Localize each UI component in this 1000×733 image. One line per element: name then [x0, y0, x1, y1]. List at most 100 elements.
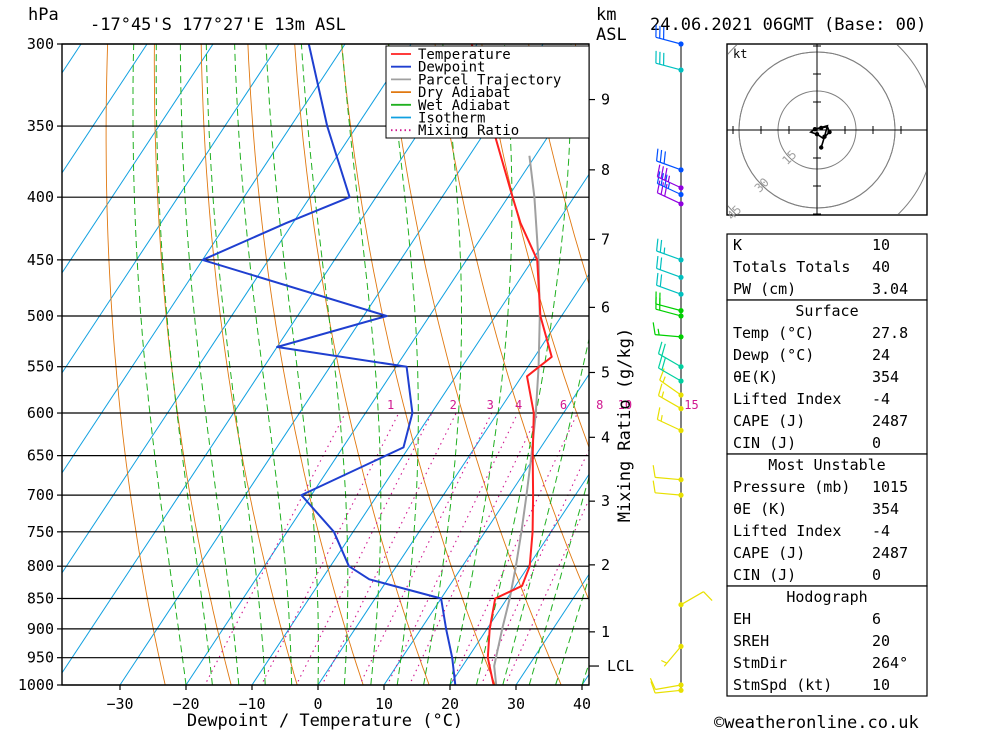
wind-barb-flag: [657, 341, 663, 354]
isotherm-line: [317, 273, 589, 685]
isotherm-line: [515, 573, 589, 685]
hodograph-point: [822, 134, 827, 139]
mixing-ratio-line: [480, 448, 589, 685]
wind-barb-flag: [664, 183, 668, 197]
wind-level-dot: [678, 682, 684, 688]
wind-level-dot: [678, 477, 684, 483]
wind-level-dot: [678, 602, 684, 608]
hodograph-box: [726, 585, 928, 697]
legend-label: Isotherm: [418, 111, 485, 127]
wind-level-dot: [678, 406, 684, 412]
stat-value: 27.8: [872, 324, 908, 342]
wind-barb-half-flag: [667, 175, 671, 182]
wind-barb: [656, 164, 684, 191]
wind-level-dot: [678, 334, 684, 340]
wind-barb-half-flag: [661, 391, 665, 398]
pressure-unit-label: hPa: [28, 5, 59, 25]
most-unstable-box: [726, 453, 928, 587]
hodograph-point: [819, 125, 824, 131]
mixing-ratio-label: 6: [560, 398, 567, 412]
pressure-tick-label: 450: [27, 251, 54, 269]
stat-value: -4: [872, 522, 890, 540]
temperature-tick-label: −10: [238, 695, 265, 713]
wet-adiabat-line: [528, 475, 589, 685]
dry-adiabat-line: [980, 7, 1000, 711]
wind-barb-flag: [659, 239, 663, 253]
wind-barb-flag: [660, 166, 664, 179]
stability-indices-table: K 10 Totals Totals 40 PW (cm) 3.04 Surface Temp…: [726, 233, 928, 697]
wet-adiabat-line: [341, 44, 382, 685]
legend-label: Wet Adiabat: [418, 98, 511, 114]
height-km-label: 1: [601, 623, 610, 641]
dry-adiabat-line: [528, 44, 589, 286]
temperature-tick-label: 20: [441, 695, 459, 713]
mixing-ratio-label: 1: [387, 398, 394, 412]
wind-barb: [649, 677, 684, 691]
mixing-ratio-label: 2: [450, 398, 457, 412]
stat-value: 10: [872, 236, 890, 254]
wind-level-dot: [678, 378, 684, 384]
isotherm-line: [251, 173, 589, 685]
wind-barb-staff: [658, 395, 682, 410]
wind-barb-flag: [652, 465, 656, 478]
height-km-label: 8: [601, 161, 610, 179]
wind-barb-half-flag: [667, 182, 671, 189]
isotherm-line: [62, 44, 478, 674]
stat-label: CAPE (J): [733, 412, 805, 430]
wind-barb: [656, 256, 684, 280]
asl-unit-label: ASL: [596, 25, 627, 45]
wind-barb: [656, 238, 684, 263]
wind-level-dot: [678, 687, 684, 693]
wind-barb-staff: [655, 334, 682, 338]
wet-adiabat-line: [502, 336, 589, 685]
wind-barb-flag: [703, 591, 713, 602]
stat-value: 0: [872, 434, 881, 452]
temperature-tick-label: −20: [172, 695, 199, 713]
wind-barb-staff: [657, 182, 682, 196]
wind-barb: [656, 407, 684, 434]
wind-barb-flag: [661, 343, 666, 356]
lcl-label: LCL: [607, 657, 634, 675]
wind-barb-flag: [652, 480, 656, 493]
most-unstable-title: Most Unstable: [768, 456, 885, 474]
wind-barb-flag: [649, 677, 656, 690]
pressure-tick-label: 300: [27, 35, 54, 53]
legend-label: Temperature: [418, 47, 511, 63]
wind-barb-staff: [658, 353, 682, 368]
pressure-tick-label: 650: [27, 447, 54, 465]
copyright-label: ©weatheronline.co.uk: [714, 713, 919, 733]
wind-barb-flag: [656, 164, 661, 177]
wind-barb-staff: [657, 418, 682, 432]
stat-value: 3.04: [872, 280, 908, 298]
mixing-ratio-labels: 12346810152025: [387, 398, 786, 412]
mixing-ratio-label: 8: [596, 398, 603, 412]
dry-adiabat-line: [247, 44, 364, 685]
mixing-ratio-line: [321, 412, 457, 685]
wind-level-dot: [678, 313, 684, 319]
wind-barb-staff: [663, 645, 682, 667]
pressure-tick-label: 600: [27, 404, 54, 422]
stat-value: 0: [872, 566, 881, 584]
stat-label: Totals Totals: [733, 258, 850, 276]
wet-adiabat-line: [179, 44, 240, 685]
hodograph-trace: [809, 124, 831, 148]
dry-adiabat-line: [341, 44, 496, 685]
wind-barb-flag: [657, 355, 663, 369]
legend-label: Dry Adiabat: [418, 85, 511, 101]
wind-barb-flag: [656, 256, 659, 269]
wind-barb-flag: [652, 322, 656, 335]
wind-barb-flag: [656, 238, 659, 252]
wind-barb-flag: [656, 407, 661, 420]
temperature-tick-label: 40: [573, 695, 591, 713]
wind-barb-staff: [680, 591, 704, 606]
wet-adiabat-line: [449, 44, 513, 685]
dry-adiabat-line: [434, 44, 589, 602]
pressure-tick-label: 1000: [18, 676, 54, 694]
pressure-tick-label: 400: [27, 188, 54, 206]
mixing-ratio-label: 3: [487, 398, 494, 412]
dry-adiabat-line: [153, 44, 232, 685]
wind-barb-staff: [656, 160, 682, 171]
isotherm-line: [62, 44, 214, 274]
wind-level-dot: [678, 67, 684, 73]
